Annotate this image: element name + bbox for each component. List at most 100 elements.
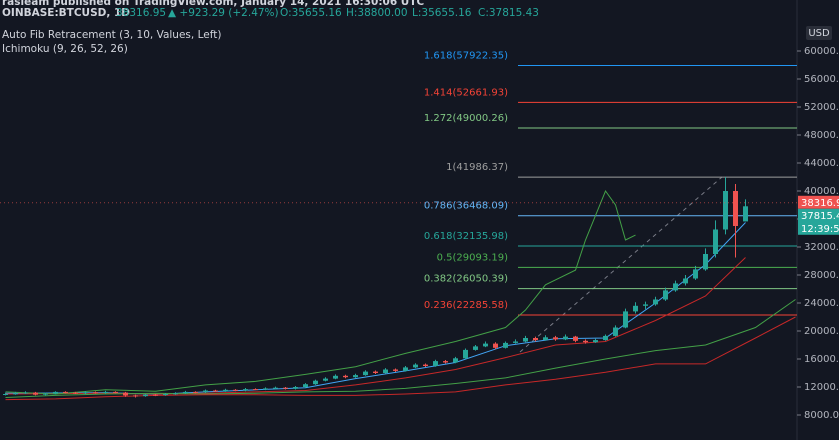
fib-label: 0.618(32135.98) (424, 231, 508, 242)
y-tick-label: 40000.00 (804, 186, 839, 197)
candle-body (193, 391, 198, 393)
candle-body (303, 384, 308, 388)
candle-body (133, 395, 138, 397)
candle-body (233, 389, 238, 391)
candle-body (53, 391, 58, 394)
candle-body (493, 343, 498, 348)
candle-body (593, 340, 598, 343)
candle-body (393, 369, 398, 371)
currency: USD (808, 28, 830, 39)
candle-body (413, 364, 418, 368)
candle-body (383, 369, 388, 374)
candle-body (43, 393, 48, 395)
last-price: 38316.95 (801, 198, 839, 209)
candle-body (583, 340, 588, 343)
ichimoku-line (5, 189, 636, 395)
fib-label: 1.272(49000.26) (424, 113, 508, 124)
candle-body (703, 254, 708, 270)
candle-body (443, 361, 448, 363)
candle-body (163, 394, 168, 396)
candle-body (323, 378, 328, 381)
candle-body (123, 392, 128, 396)
y-tick-label: 60000.00 (804, 46, 839, 57)
candle-body (693, 269, 698, 279)
candle-body (623, 311, 628, 328)
candle-body (253, 389, 258, 391)
candle-body (213, 390, 218, 392)
candle-body (643, 304, 648, 306)
candle-body (223, 389, 228, 392)
last-price-box (798, 195, 839, 209)
fib-label: 1.618(57922.35) (424, 51, 508, 62)
candle-body (103, 391, 108, 393)
y-tick-label: 8000.00 (804, 410, 839, 421)
candle-body (513, 341, 518, 343)
candle-body (463, 349, 468, 359)
y-tick-label: 24000.00 (804, 298, 839, 309)
candle-body (653, 299, 658, 305)
candle-body (483, 343, 488, 347)
candle-body (543, 337, 548, 341)
close-price: 37815.43 (801, 211, 839, 222)
candle-body (63, 391, 68, 393)
candle-body (523, 338, 528, 342)
fib-label: 1(41986.37) (446, 162, 508, 173)
high: H:38800.00 (346, 7, 408, 19)
close: C:37815.43 (478, 7, 539, 19)
candle-body (173, 393, 178, 395)
publisher: rasleam published on TradingView.com, Ja… (2, 0, 424, 8)
candle-body (353, 375, 358, 378)
candle-body (333, 375, 338, 379)
candle-body (363, 371, 368, 376)
y-tick-label: 28000.00 (804, 270, 839, 281)
y-tick-label: 56000.00 (804, 74, 839, 85)
candle-body (533, 338, 538, 341)
candle-body (453, 358, 458, 363)
candle-body (73, 392, 78, 394)
candle-body (403, 367, 408, 371)
y-tick-label: 16000.00 (804, 354, 839, 365)
currency-box (806, 26, 832, 40)
candle-body (153, 394, 158, 396)
candle-body (633, 305, 638, 312)
candle-body (3, 394, 8, 396)
ichimoku-line (5, 316, 796, 401)
candle-body (313, 380, 318, 385)
candle-body (203, 390, 208, 393)
candle-body (743, 206, 748, 222)
candle-body (373, 371, 378, 374)
fib-label: 0.5(29093.19) (437, 252, 509, 263)
candle-body (243, 389, 248, 391)
symbol: OINBASE:BTCUSD, 1D (2, 7, 130, 19)
candle-body (733, 191, 738, 227)
candle-body (343, 375, 348, 378)
fib-label: 0.236(22285.58) (424, 300, 508, 311)
y-tick-label: 32000.00 (804, 242, 839, 253)
candle-body (473, 346, 478, 350)
candle-body (273, 387, 278, 389)
y-tick-label: 52000.00 (804, 102, 839, 113)
candle-body (143, 394, 148, 397)
candle-body (553, 337, 558, 340)
candle-body (503, 342, 508, 348)
y-tick-label: 44000.00 (804, 158, 839, 169)
y-tick-label: 12000.00 (804, 382, 839, 393)
y-tick-label: 48000.00 (804, 130, 839, 141)
y-tick-label: 20000.00 (804, 326, 839, 337)
candle-body (113, 391, 118, 393)
candle-body (83, 392, 88, 394)
candle-body (563, 336, 568, 340)
candle-body (603, 335, 608, 341)
last: 38316.95 (116, 7, 166, 19)
ichimoku-line (5, 299, 796, 399)
low: L:35655.16 (412, 7, 472, 19)
candle-body (183, 391, 188, 394)
indicator[interactable]: Auto Fib Retracement (3, 10, Values, Lef… (2, 29, 221, 41)
fib-label: 1.414(52661.93) (424, 87, 508, 98)
indicator[interactable]: Ichimoku (9, 26, 52, 26) (2, 43, 128, 55)
open: O:35655.16 (280, 7, 342, 19)
candle-body (283, 387, 288, 389)
